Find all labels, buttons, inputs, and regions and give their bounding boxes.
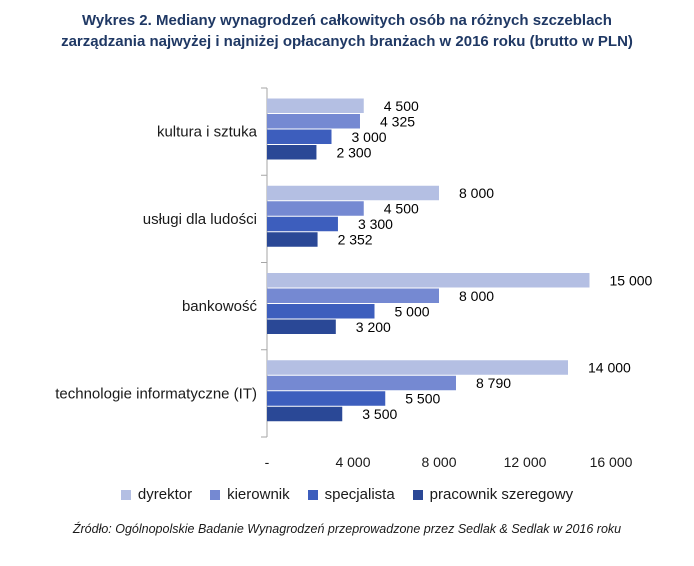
- source-note: Źródło: Ogólnopolskie Badanie Wynagrodze…: [72, 522, 622, 536]
- x-tick-label: 16 000: [590, 454, 633, 470]
- data-label: 4 325: [380, 113, 415, 129]
- bar-kierownik: [267, 288, 439, 303]
- bar-kierownik: [267, 201, 364, 216]
- data-label: 2 352: [338, 232, 373, 248]
- data-label: 5 500: [405, 391, 440, 407]
- legend-item-specjalista: specjalista: [307, 486, 395, 503]
- category-label: kultura i sztuka: [157, 124, 258, 141]
- data-label: 4 500: [384, 201, 419, 217]
- data-label: 8 000: [459, 185, 494, 201]
- data-label: 3 500: [362, 406, 397, 422]
- legend-item-dyrektor: dyrektor: [120, 486, 193, 503]
- data-label: 4 500: [384, 98, 419, 114]
- legend-swatch: [210, 489, 221, 500]
- bar-pracownik-szeregowy: [267, 319, 336, 334]
- bar-dyrektor: [267, 185, 439, 201]
- chart-title-line-1: Wykres 2. Mediany wynagrodzeń całkowityc…: [82, 12, 612, 29]
- bar-pracownik-szeregowy: [267, 145, 317, 160]
- category-label: usługi dla ludości: [143, 211, 257, 228]
- data-label: 5 000: [395, 303, 430, 319]
- data-label: 2 300: [336, 144, 371, 160]
- legend-swatch: [412, 489, 423, 500]
- data-label: 8 000: [459, 288, 494, 304]
- legend-swatch: [120, 489, 131, 500]
- bar-specjalista: [267, 216, 338, 232]
- x-tick-label: -: [265, 454, 270, 470]
- data-label: 15 000: [610, 272, 653, 288]
- x-tick-label: 4 000: [335, 454, 370, 470]
- bar-specjalista: [267, 129, 332, 144]
- bar-dyrektor: [267, 98, 364, 113]
- category-label: technologie informatyczne (IT): [55, 385, 257, 402]
- bar-dyrektor: [267, 360, 568, 375]
- legend-item-kierownik: kierownik: [210, 486, 290, 503]
- data-label: 3 300: [358, 216, 393, 232]
- x-tick-label: 12 000: [504, 454, 547, 470]
- x-tick-label: 8 000: [421, 454, 456, 470]
- legend-label: kierownik: [227, 486, 290, 503]
- legend-item-pracownik-szeregowy: pracownik szeregowy: [412, 486, 574, 503]
- legend-label: pracownik szeregowy: [429, 486, 574, 503]
- bar-pracownik-szeregowy: [267, 232, 318, 247]
- bar-specjalista: [267, 304, 375, 319]
- data-label: 3 000: [352, 129, 387, 145]
- bar-pracownik-szeregowy: [267, 406, 343, 422]
- data-label: 8 790: [476, 375, 511, 391]
- data-label: 14 000: [588, 360, 631, 376]
- chart-title-line-2: zarządzania najwyżej i najniżej opłacany…: [61, 33, 633, 50]
- category-label: bankowość: [182, 298, 258, 315]
- bar-dyrektor: [267, 273, 590, 288]
- bar-kierownik: [267, 114, 360, 129]
- chart-title: Wykres 2. Mediany wynagrodzeń całkowityc…: [10, 10, 684, 52]
- legend-label: specjalista: [324, 486, 395, 503]
- legend-swatch: [307, 489, 318, 500]
- legend-label: dyrektor: [137, 486, 193, 503]
- bar-specjalista: [267, 391, 386, 406]
- bar-kierownik: [267, 375, 456, 391]
- data-label: 3 200: [356, 319, 391, 335]
- chart-legend: dyrektor kierownik specjalista pracownik sz…: [0, 486, 694, 503]
